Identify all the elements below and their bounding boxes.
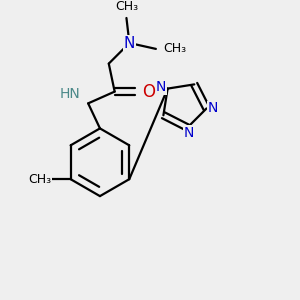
Text: N: N xyxy=(208,101,218,116)
Text: CH₃: CH₃ xyxy=(115,0,138,13)
Text: N: N xyxy=(184,126,194,140)
Text: HN: HN xyxy=(59,87,80,101)
Text: CH₃: CH₃ xyxy=(163,42,186,56)
Text: CH₃: CH₃ xyxy=(28,173,51,186)
Text: N: N xyxy=(156,80,166,94)
Text: O: O xyxy=(142,82,155,100)
Text: N: N xyxy=(124,35,135,50)
